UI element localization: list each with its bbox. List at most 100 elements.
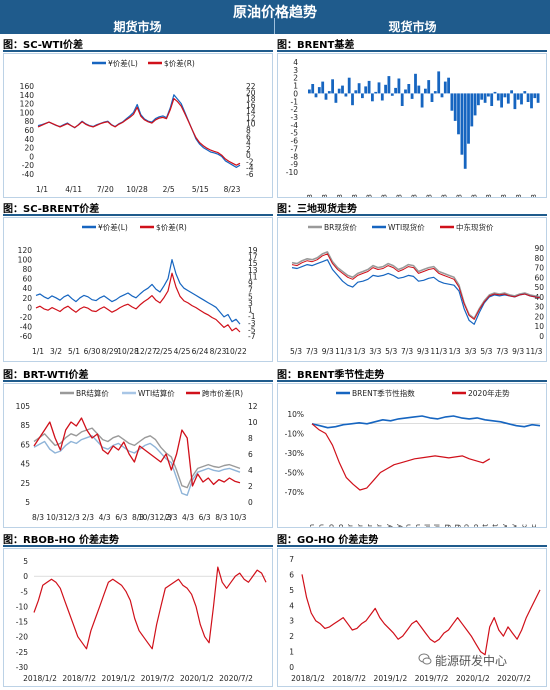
watermark-text: 能源研发中心 — [435, 654, 508, 668]
y-tick-label: 80 — [22, 265, 32, 274]
y-tick-label: 25 — [20, 479, 30, 488]
x-tick-label: 5/1 — [68, 347, 80, 356]
title-underline — [277, 214, 547, 216]
basis-bar — [327, 91, 331, 94]
legend-entry: ¥价差(L) — [108, 58, 138, 68]
sc-wti-chart: ¥价差(L) $价差(R)160140120100806040200-20-402… — [20, 58, 256, 194]
y-tick-label: 1 — [293, 82, 298, 91]
y-tick-label: 9 — [248, 279, 253, 288]
x-tick-label: 1/3 — [455, 194, 463, 197]
x-tick-label: 10/28 — [126, 185, 148, 194]
y-tick-label: -70% — [285, 488, 304, 497]
x-tick-label: 1/3 — [353, 347, 365, 356]
basis-bar — [394, 87, 397, 94]
y-tick-label: 10% — [287, 410, 304, 419]
series-line-seasonal-index — [311, 415, 541, 429]
x-tick-label: 2/25 — [156, 347, 173, 356]
x-tick-label: Jun — [405, 524, 413, 527]
x-tick-label: 1/1 — [32, 347, 44, 356]
y-tick-label: 3 — [293, 66, 298, 75]
y-tick-label: -10 — [286, 168, 298, 177]
y-tick-label: -2 — [291, 105, 299, 114]
basis-bar — [384, 84, 387, 94]
x-tick-label: May — [395, 524, 403, 527]
go-ho-chart: 7 6 5 4 3 2 1 0 2018/1/2 2018/7/2 2019/1/2 2019/7/2… — [289, 555, 541, 683]
basis-bar — [400, 93, 404, 106]
x-tick-label: 1/3 — [366, 194, 374, 197]
x-tick-label: 8/3 — [132, 513, 144, 522]
x-tick-label: Nov — [511, 524, 519, 527]
x-tick-label: 10/22 — [225, 347, 247, 356]
x-tick-label: 1/3 — [449, 347, 461, 356]
y-tick-label: 160 — [20, 82, 35, 91]
basis-bar — [364, 86, 368, 94]
legend-entry: BRENT季节性指数 — [352, 388, 415, 398]
x-tick-label: 2019/1/2 — [374, 674, 408, 683]
basis-bar — [490, 93, 494, 106]
y-tick-label: 5 — [23, 557, 28, 566]
y-tick-label: 2 — [246, 145, 251, 154]
y-tick-label: 2 — [289, 632, 294, 641]
x-tick-label: 5/3 — [306, 194, 314, 197]
basis-bar — [308, 89, 311, 94]
y-tick-label: -50% — [285, 469, 304, 478]
x-tick-label: Oct — [482, 524, 490, 527]
y-tick-label: 17 — [248, 253, 258, 262]
x-tick-label: 5/3 — [290, 347, 302, 356]
x-tick-label: 8/23 — [224, 185, 241, 194]
chart-title: 图：GO-HO 价差走势 — [277, 535, 379, 546]
title-underline — [277, 380, 547, 382]
basis-bar — [530, 93, 533, 109]
x-tick-label: Jan — [318, 524, 326, 527]
basis-bar — [480, 93, 484, 100]
y-tick-label: -5 — [248, 325, 256, 334]
series-line-rbob-ho — [33, 566, 267, 650]
y-tick-label: -3 — [248, 319, 256, 328]
x-tick-label: 4/11 — [65, 185, 82, 194]
x-tick-label: Feb — [337, 523, 345, 527]
basis-bar — [357, 83, 361, 94]
x-tick-label: 4/3 — [99, 513, 111, 522]
y-tick-label: 60 — [22, 275, 32, 284]
basis-bar — [516, 93, 520, 100]
y-tick-label: -2 — [246, 157, 254, 166]
basis-bar — [536, 93, 540, 103]
chart-title: 图：BRENT季节性走势 — [277, 370, 385, 381]
basis-bar — [443, 81, 447, 94]
y-tick-label: 0 — [539, 332, 544, 341]
x-tick-label: 7/3 — [500, 194, 508, 197]
y-tick-label: 20 — [22, 294, 32, 303]
y-tick-label: -7 — [248, 332, 256, 341]
y-tick-label: 20 — [24, 144, 34, 153]
y-tick-label: 10 — [534, 322, 544, 331]
x-tick-label: 8/3 — [32, 513, 44, 522]
y-tick-label: -1 — [291, 97, 299, 106]
x-tick-label: Mar — [356, 524, 364, 527]
basis-bar — [321, 81, 325, 94]
y-tick-label: -8 — [291, 152, 299, 161]
chart-title: 图：RBOB-HO 价差走势 — [3, 535, 119, 546]
x-tick-label: 2019/1/2 — [102, 674, 136, 683]
x-tick-label: 2/5 — [163, 185, 175, 194]
x-tick-label: 2019/7/2 — [415, 674, 449, 683]
y-tick-label: 5 — [248, 292, 253, 301]
y-tick-label: -60 — [20, 332, 32, 341]
x-tick-label: Jan — [308, 524, 316, 527]
x-tick-label: 11/3 — [440, 194, 448, 197]
series-line-mideast-spot — [291, 253, 541, 320]
y-tick-label: 14 — [246, 107, 256, 116]
y-tick-label: 140 — [20, 91, 35, 100]
title-underline — [3, 50, 273, 52]
sc-brent-chart: ¥价差(L) $价差(R)120100806040200-20-40-601917… — [18, 222, 258, 356]
legend-entry: $价差(R) — [164, 58, 195, 68]
y-tick-label: -25 — [16, 648, 28, 657]
y-tick-label: 0 — [289, 663, 294, 672]
rbob-ho-chart: 5 0 -5 -10 -15 -20 -25 -30 2018/1/2 2018/7/2 2019/… — [16, 557, 267, 683]
chart-panel-rbob-ho: 图：RBOB-HO 价差走势 5 0 -5 -10 -15 -20 -25 -30 2018/1… — [3, 531, 273, 687]
x-tick-label: 6/3 — [199, 513, 211, 522]
title-underline — [3, 545, 273, 547]
y-tick-label: 8 — [248, 434, 253, 443]
y-tick-label: -10% — [285, 430, 304, 439]
y-tick-label: -3 — [291, 113, 299, 122]
basis-bar — [510, 90, 513, 94]
